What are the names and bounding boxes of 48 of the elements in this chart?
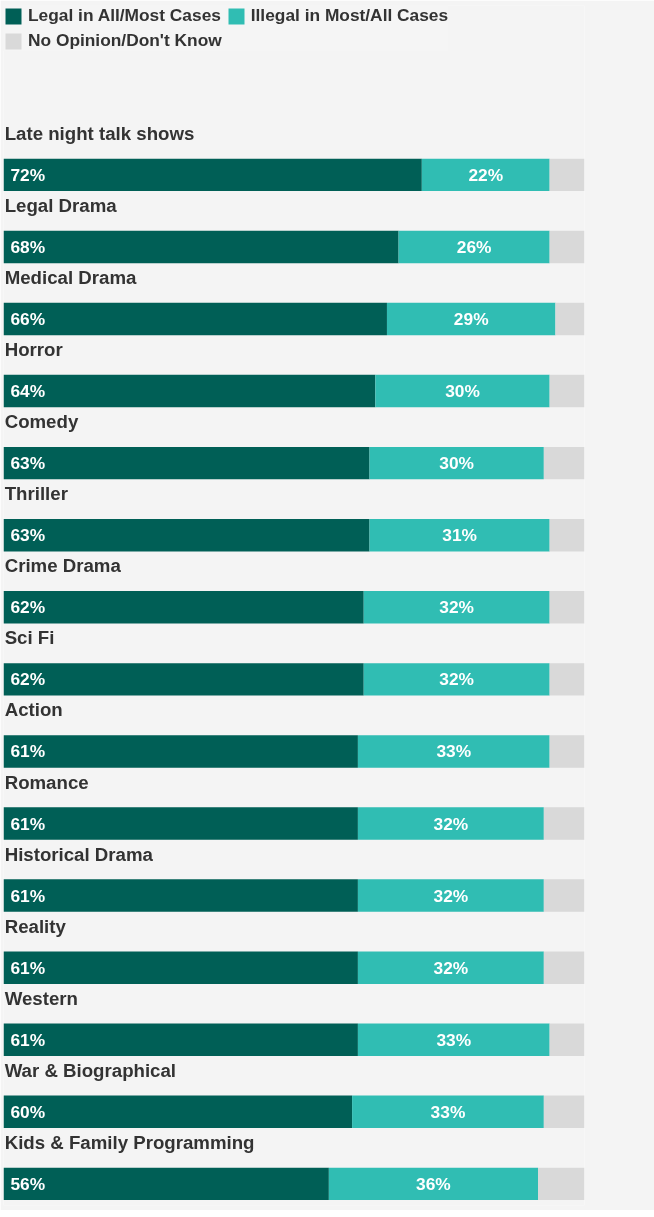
data-label: 61% <box>10 1029 46 1050</box>
data-label: 61% <box>10 885 46 906</box>
data-label: 62% <box>10 669 46 690</box>
legend-label: Legal in All/Most Cases <box>28 5 221 26</box>
legend-label: No Opinion/Don't Know <box>28 30 222 51</box>
data-label: 61% <box>10 741 46 762</box>
data-label: 33% <box>430 1101 466 1122</box>
data-label: 32% <box>433 885 469 906</box>
data-label: 63% <box>10 525 46 546</box>
data-label: 60% <box>10 1101 46 1122</box>
y-tick-label: Late night talk shows <box>4 122 195 144</box>
data-label: 72% <box>10 164 46 185</box>
data-label: 22% <box>468 164 504 185</box>
data-label: 33% <box>436 741 472 762</box>
data-label: 36% <box>416 1173 451 1194</box>
data-label: 26% <box>456 236 492 257</box>
data-label: 32% <box>433 957 469 978</box>
data-label: 64% <box>10 381 46 402</box>
y-tick-label: Action <box>4 699 63 721</box>
y-tick-label: Kids & Family Programming <box>4 1131 255 1153</box>
data-label: 32% <box>439 597 475 618</box>
y-tick-label: Western <box>4 987 78 1009</box>
data-label: 66% <box>10 309 46 330</box>
y-tick-label: Thriller <box>4 483 68 505</box>
y-tick-label: Reality <box>4 915 67 937</box>
data-label: 32% <box>439 669 475 690</box>
data-label: 68% <box>10 236 46 257</box>
y-tick-label: Crime Drama <box>4 555 122 577</box>
y-tick-label: Romance <box>4 771 89 793</box>
y-tick-label: Legal Drama <box>4 194 118 216</box>
data-label: 30% <box>445 381 480 402</box>
y-tick-label: Historical Drama <box>4 843 154 865</box>
y-tick-label: Medical Drama <box>4 267 137 289</box>
data-label: 61% <box>10 813 46 834</box>
y-tick-label: Horror <box>4 339 63 361</box>
data-label: 33% <box>436 1029 472 1050</box>
legend-label: Illegal in Most/All Cases <box>250 5 449 26</box>
y-tick-label: Sci Fi <box>4 627 55 649</box>
data-label: 31% <box>442 525 477 546</box>
data-label: 62% <box>10 597 46 618</box>
data-label: 63% <box>10 453 46 474</box>
data-label: 56% <box>10 1173 46 1194</box>
data-label: 29% <box>453 309 489 330</box>
data-label: 61% <box>10 957 46 978</box>
data-label: 30% <box>439 453 475 474</box>
data-label: 32% <box>433 813 469 834</box>
y-tick-label: War & Biographical <box>4 1059 177 1081</box>
y-tick-label: Comedy <box>4 411 79 433</box>
